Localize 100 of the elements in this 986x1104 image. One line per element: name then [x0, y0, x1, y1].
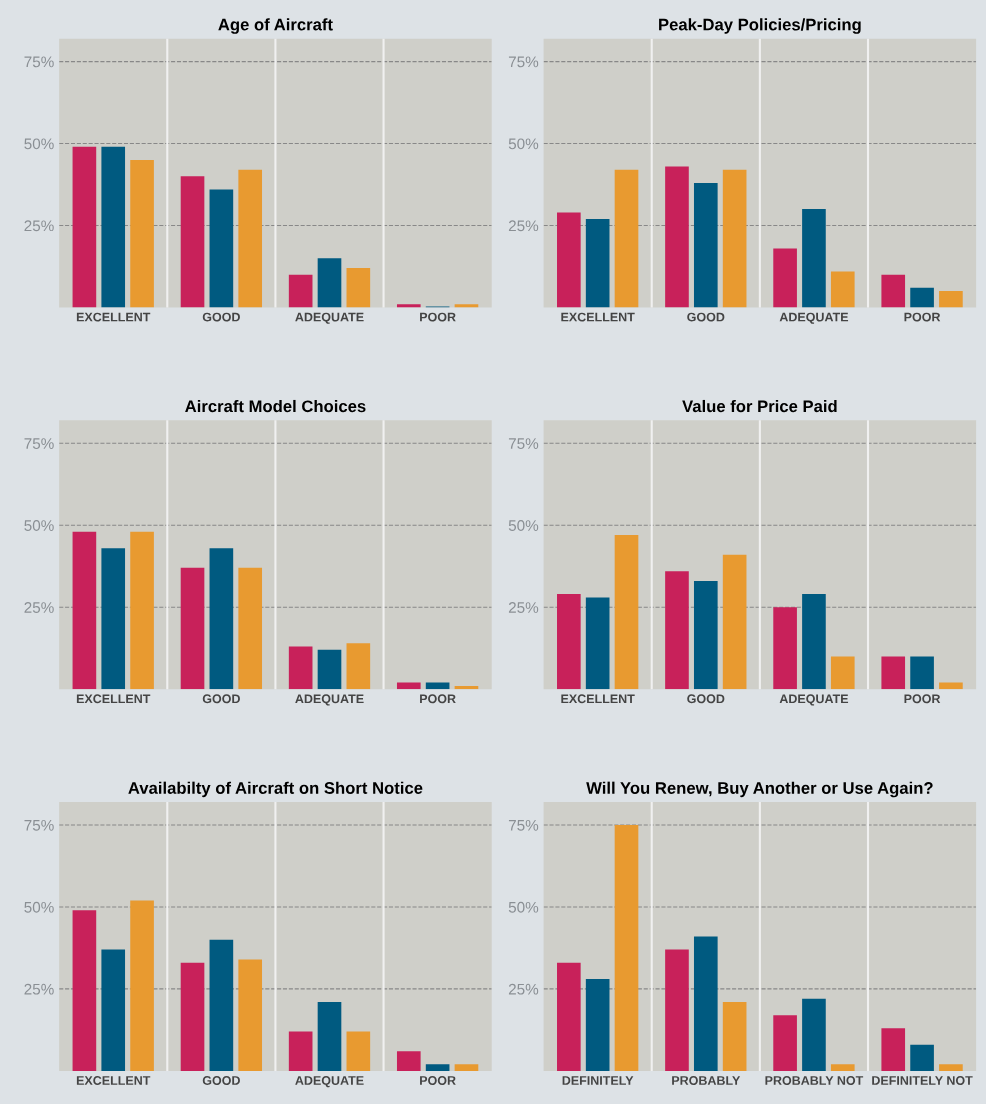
bar [101, 949, 126, 1071]
bar [557, 962, 581, 1071]
y-tick-label: 50% [508, 520, 539, 531]
x-tick-label: ADEQUATE [779, 312, 849, 324]
bar [939, 1064, 963, 1071]
y-tick-label: 25% [24, 983, 54, 995]
x-tick-label: PROBABLY NOT [765, 1076, 864, 1085]
chart-title: Value for Price Paid [682, 399, 837, 413]
bar [130, 159, 154, 308]
y-tick-label: 75% [24, 819, 54, 831]
bar [101, 548, 126, 690]
bar [939, 682, 963, 690]
bar [288, 646, 313, 690]
bar [238, 169, 263, 308]
x-tick-label: GOOD [202, 312, 240, 322]
y-tick-label: 25% [24, 220, 54, 232]
bar [288, 274, 313, 308]
x-tick-label: GOOD [202, 694, 240, 704]
bar [72, 910, 97, 1071]
bar [830, 1064, 855, 1071]
x-tick-label: EXCELLENT [561, 312, 635, 322]
bar [614, 169, 639, 308]
bar [910, 1044, 934, 1071]
bar [910, 287, 934, 308]
bar [209, 189, 234, 308]
bar [722, 169, 747, 308]
y-tick-label: 25% [508, 602, 539, 613]
x-tick-label: POOR [904, 312, 941, 322]
y-tick-label: 50% [508, 901, 539, 913]
bar [585, 979, 610, 1071]
y-tick-label: 75% [508, 438, 539, 449]
bar [396, 304, 421, 308]
y-tick-label: 75% [24, 56, 54, 68]
bar [130, 900, 154, 1071]
chart-title: Will You Renew, Buy Another or Use Again? [586, 781, 933, 798]
chart-title: Peak-Day Policies/Pricing [659, 18, 861, 34]
bar [72, 146, 97, 308]
bar [830, 656, 855, 690]
x-tick-label: PROBABLY [672, 1076, 741, 1085]
bar [614, 825, 639, 1071]
bar [802, 594, 826, 690]
bar [557, 212, 581, 308]
bar [346, 643, 371, 690]
bar [881, 656, 906, 690]
x-tick-label: GOOD [202, 1076, 240, 1085]
bar [939, 291, 963, 308]
bar [425, 1064, 450, 1071]
y-tick-label: 50% [24, 138, 54, 150]
bar [180, 176, 205, 308]
bar [209, 939, 234, 1071]
chart-title: Age of Aircraft [218, 18, 333, 34]
bar [773, 607, 797, 690]
y-tick-label: 25% [24, 602, 54, 613]
bar [209, 548, 234, 690]
bar [317, 1002, 342, 1071]
bar [346, 268, 371, 308]
bar [346, 1031, 371, 1071]
x-tick-label: EXCELLENT [76, 312, 151, 322]
bar [317, 258, 342, 308]
x-tick-label: ADEQUATE [295, 1076, 364, 1088]
bar [72, 531, 97, 690]
bar [557, 594, 581, 690]
bar [288, 1031, 313, 1071]
bar [881, 1028, 906, 1071]
bar [830, 271, 855, 308]
x-tick-label: POOR [904, 694, 941, 704]
bar [238, 959, 263, 1071]
x-tick-label: ADEQUATE [295, 694, 364, 706]
y-tick-label: 50% [24, 901, 54, 913]
bar [130, 531, 154, 690]
bar [693, 936, 718, 1071]
y-tick-label: 25% [508, 983, 539, 995]
chart-title: Aircraft Model Choices [185, 399, 366, 413]
x-tick-label: GOOD [687, 312, 725, 322]
x-tick-label: EXCELLENT [76, 694, 151, 704]
y-tick-label: 75% [508, 819, 539, 831]
y-tick-label: 25% [508, 220, 539, 232]
x-tick-label: ADEQUATE [779, 694, 849, 706]
bar [665, 949, 689, 1071]
x-tick-label: DEFINITELY [562, 1076, 634, 1085]
x-tick-label: POOR [420, 1076, 456, 1085]
bar [881, 274, 906, 308]
bar [238, 567, 263, 690]
x-tick-label: DEFINITELY NOT [872, 1076, 973, 1085]
y-tick-label: 50% [508, 138, 539, 150]
bar [454, 1064, 479, 1071]
y-tick-label: 50% [24, 520, 54, 531]
bar [614, 535, 639, 690]
bar [722, 1002, 747, 1071]
bar [585, 218, 610, 308]
bar [396, 682, 421, 690]
bar [773, 248, 797, 308]
y-tick-label: 75% [508, 56, 539, 68]
bar [722, 554, 747, 690]
y-tick-label: 75% [24, 438, 54, 449]
x-tick-label: POOR [420, 694, 456, 704]
x-tick-label: EXCELLENT [76, 1076, 151, 1085]
x-tick-label: ADEQUATE [295, 312, 364, 324]
bar [585, 597, 610, 690]
bar [396, 1051, 421, 1071]
